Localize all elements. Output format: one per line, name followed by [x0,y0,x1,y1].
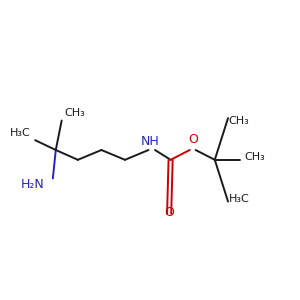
Text: CH₃: CH₃ [64,108,86,118]
Text: NH: NH [141,134,159,148]
Text: CH₃: CH₃ [244,152,265,162]
Text: O: O [164,206,174,219]
Text: H₂N: H₂N [20,178,44,191]
Text: O: O [188,133,198,146]
Text: CH₃: CH₃ [229,116,249,126]
Text: H₃C: H₃C [229,194,249,204]
Text: H₃C: H₃C [10,128,31,138]
